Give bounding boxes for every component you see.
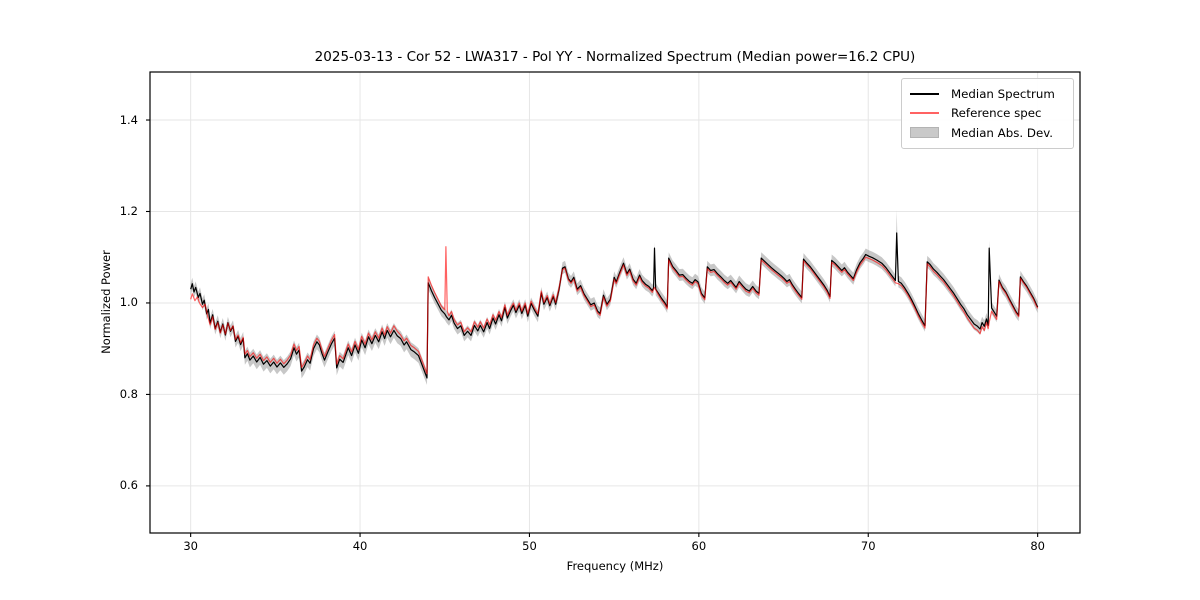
legend-item-median-spectrum: Median Spectrum: [910, 84, 1065, 104]
y-tick-label: 1.2: [119, 203, 138, 218]
legend-label: Median Spectrum: [951, 86, 1055, 101]
x-tick-label: 40: [352, 539, 368, 553]
y-tick-label: 1.4: [119, 112, 138, 127]
x-tick-label: 50: [522, 539, 537, 553]
x-tick-label: 30: [183, 539, 198, 553]
black-line-swatch-icon: [910, 92, 939, 95]
legend: Median Spectrum Reference spec Median Ab…: [901, 78, 1074, 149]
x-axis-label: Frequency (MHz): [566, 559, 664, 573]
y-tick-label: 0.6: [119, 478, 138, 493]
legend-item-median-abs-dev: Median Abs. Dev.: [910, 123, 1065, 143]
legend-label: Reference spec: [951, 106, 1042, 121]
x-tick-label: 80: [1030, 539, 1045, 553]
median-spectrum-line: [190, 232, 1039, 379]
chart-title: 2025-03-13 - Cor 52 - LWA317 - Pol YY - …: [314, 49, 916, 65]
x-tick-label: 60: [691, 539, 707, 553]
legend-item-reference-spec: Reference spec: [910, 104, 1065, 124]
x-tick-label: 70: [860, 539, 876, 553]
y-tick-label: 1.0: [119, 295, 138, 310]
gray-patch-swatch-icon: [910, 127, 939, 139]
legend-label: Median Abs. Dev.: [951, 125, 1054, 140]
reference-spec-line: [190, 246, 1039, 375]
y-tick-label: 0.8: [119, 386, 138, 401]
red-line-swatch-icon: [910, 112, 939, 115]
